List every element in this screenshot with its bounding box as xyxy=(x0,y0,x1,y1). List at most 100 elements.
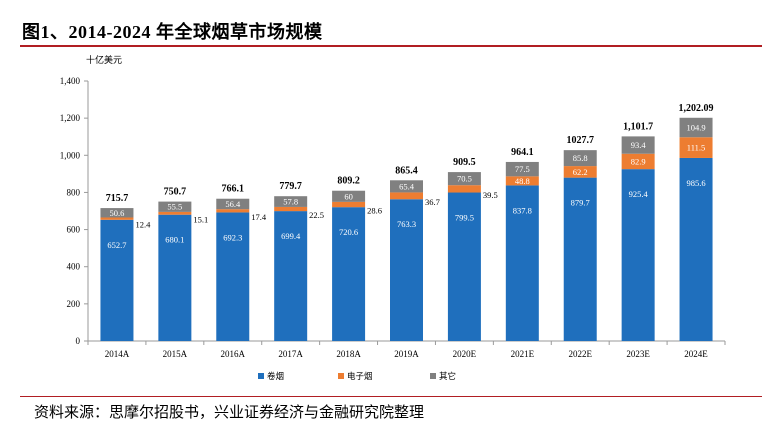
x-tick-label: 2019A xyxy=(394,349,419,359)
bar-segment-other xyxy=(563,150,597,167)
total-value-label: 750.7 xyxy=(164,187,187,198)
cigarette-value-label: 837.8 xyxy=(513,205,532,215)
bar-segment-ecig xyxy=(274,206,308,212)
cigarette-value-label: 925.4 xyxy=(629,189,649,199)
bar-segment-other xyxy=(158,201,192,212)
cigarette-value-label: 799.5 xyxy=(455,213,474,223)
bar-segment-other xyxy=(621,136,655,154)
bar-segment-ecig xyxy=(505,176,539,186)
bar-segment-ecig xyxy=(563,166,597,178)
cigarette-value-label: 879.7 xyxy=(571,198,590,208)
cigarette-value-label: 692.3 xyxy=(223,232,242,242)
ecig-value-label: 28.6 xyxy=(367,206,382,216)
bar-segment-cigarette xyxy=(332,207,366,341)
ecig-value-label: 82.9 xyxy=(631,156,646,166)
legend-swatch xyxy=(430,373,436,379)
bar-segment-other xyxy=(447,172,481,186)
ecig-value-label: 22.5 xyxy=(309,210,324,220)
legend-label: 其它 xyxy=(439,371,456,382)
bar-segment-cigarette xyxy=(274,211,308,341)
bar-segment-cigarette xyxy=(447,192,481,341)
ecig-value-label: 62.2 xyxy=(573,167,588,177)
bar-segment-ecig xyxy=(390,192,423,200)
y-tick-label: 800 xyxy=(67,187,81,197)
total-value-label: 964.1 xyxy=(511,147,534,158)
other-value-label: 85.8 xyxy=(573,153,588,163)
x-tick-label: 2021E xyxy=(511,349,535,359)
x-tick-label: 2022E xyxy=(568,349,592,359)
cigarette-value-label: 763.3 xyxy=(397,219,416,229)
other-value-label: 56.4 xyxy=(225,199,241,209)
bar-segment-ecig xyxy=(679,137,713,158)
other-value-label: 60 xyxy=(344,191,353,201)
cigarette-value-label: 699.4 xyxy=(281,231,301,241)
y-tick-label: 1,400 xyxy=(60,76,81,86)
bar-segment-cigarette xyxy=(679,157,713,341)
bar-segment-cigarette xyxy=(621,169,655,341)
y-tick-label: 200 xyxy=(67,299,81,309)
y-tick-label: 0 xyxy=(76,336,81,346)
title-rule xyxy=(20,45,762,47)
ecig-value-label: 111.5 xyxy=(687,143,706,153)
other-value-label: 65.4 xyxy=(399,181,415,191)
bar-segment-ecig xyxy=(158,211,192,215)
total-value-label: 715.7 xyxy=(106,193,129,204)
total-value-label: 1027.7 xyxy=(566,135,594,146)
total-value-label: 809.2 xyxy=(337,176,360,187)
other-value-label: 55.5 xyxy=(167,202,182,212)
bar-segment-other xyxy=(100,208,134,218)
x-tick-label: 2020E xyxy=(453,349,477,359)
bar-segment-ecig xyxy=(100,217,134,220)
chart-title: 图1、2014-2024 年全球烟草市场规模 xyxy=(22,22,323,42)
bar-segment-cigarette xyxy=(505,185,539,341)
y-tick-label: 400 xyxy=(67,262,81,272)
ecig-value-label: 39.5 xyxy=(483,190,498,200)
ecig-value-label: 48.8 xyxy=(515,176,530,186)
other-value-label: 70.5 xyxy=(457,174,472,184)
other-value-label: 77.5 xyxy=(515,164,530,174)
other-value-label: 57.8 xyxy=(283,197,298,207)
bar-segment-other xyxy=(679,117,713,138)
ecig-value-label: 36.7 xyxy=(425,197,440,207)
bar-segment-ecig xyxy=(216,209,250,213)
cigarette-value-label: 680.1 xyxy=(165,235,184,245)
total-value-label: 865.4 xyxy=(395,165,418,176)
other-value-label: 93.4 xyxy=(631,140,647,150)
total-value-label: 1,202.09 xyxy=(679,103,714,114)
stacked-bar-chart: 十亿美元 0 200 400 600 800 1,000 1,200 1,400 652.7 12.… xyxy=(60,54,726,382)
bar-segment-cigarette xyxy=(563,177,597,341)
y-tick-label: 600 xyxy=(67,225,81,235)
bar-segment-cigarette xyxy=(100,219,134,341)
y-tick-label: 1,200 xyxy=(60,113,81,123)
bar-segment-ecig xyxy=(447,185,481,193)
bar-segment-cigarette xyxy=(390,199,423,341)
total-value-label: 1,101.7 xyxy=(623,121,653,132)
cigarette-value-label: 985.6 xyxy=(686,178,705,188)
total-value-label: 779.7 xyxy=(279,181,302,192)
legend-swatch xyxy=(258,373,264,379)
x-tick-label: 2023E xyxy=(626,349,650,359)
bar-segment-cigarette xyxy=(216,212,250,341)
legend-label: 电子烟 xyxy=(347,371,373,382)
ecig-value-label: 12.4 xyxy=(135,220,151,230)
ecig-value-label: 17.4 xyxy=(251,212,267,222)
source-rule xyxy=(20,396,762,397)
y-axis-unit-label: 十亿美元 xyxy=(86,54,122,66)
x-tick-label: 2024E xyxy=(684,349,708,359)
legend-swatch xyxy=(338,373,344,379)
bar-segment-other xyxy=(332,190,366,202)
legend-label: 卷烟 xyxy=(267,371,284,382)
total-value-label: 909.5 xyxy=(453,157,476,168)
x-tick-label: 2017A xyxy=(278,349,303,359)
x-tick-label: 2018A xyxy=(336,349,361,359)
x-tick-label: 2015A xyxy=(163,349,188,359)
source-note: 资料来源：思摩尔招股书，兴业证券经济与金融研究院整理 xyxy=(34,403,425,421)
cigarette-value-label: 720.6 xyxy=(339,227,358,237)
bar-segment-ecig xyxy=(332,201,366,208)
y-tick-label: 1,000 xyxy=(60,150,81,160)
other-value-label: 104.9 xyxy=(686,123,705,133)
cigarette-value-label: 652.7 xyxy=(107,240,126,250)
ecig-value-label: 15.1 xyxy=(193,214,208,224)
total-value-label: 766.1 xyxy=(222,184,245,195)
bar-segment-other xyxy=(390,180,423,193)
